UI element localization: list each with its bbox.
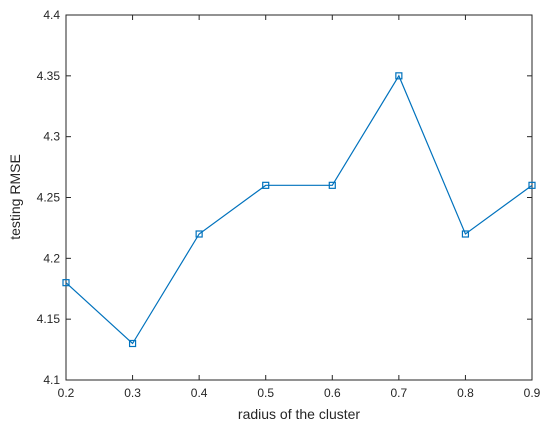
y-tick-label: 4.1: [43, 373, 60, 387]
x-axis-title: radius of the cluster: [238, 406, 361, 422]
x-tick-label: 0.4: [191, 386, 208, 400]
data-point-marker: [128, 339, 137, 348]
x-tick-label: 0.7: [391, 386, 408, 400]
y-tick-label: 4.4: [43, 8, 60, 22]
data-point-marker: [528, 181, 536, 189]
data-point-marker: [328, 181, 336, 189]
x-tick-label: 0.8: [457, 386, 474, 400]
y-tick-label: 4.35: [37, 69, 61, 83]
data-point-marker: [461, 230, 470, 238]
y-tick-label: 4.25: [37, 191, 61, 205]
x-tick-label: 0.6: [324, 386, 341, 400]
y-tick-label: 4.3: [43, 130, 60, 144]
plot-box: [65, 14, 533, 381]
data-point-marker: [62, 279, 70, 287]
data-point-marker: [262, 181, 270, 189]
x-tick-label: 0.5: [257, 386, 274, 400]
series-line: [65, 74, 533, 345]
x-tick-label: 0.9: [524, 386, 541, 400]
y-tick-label: 4.15: [37, 312, 61, 326]
x-tick-label: 0.2: [58, 386, 75, 400]
y-axis-title: testing RMSE: [7, 154, 23, 240]
x-tick-label: 0.3: [124, 386, 141, 400]
y-tick-label: 4.2: [43, 251, 60, 265]
data-point-marker: [395, 72, 403, 80]
data-point-marker: [195, 230, 203, 238]
